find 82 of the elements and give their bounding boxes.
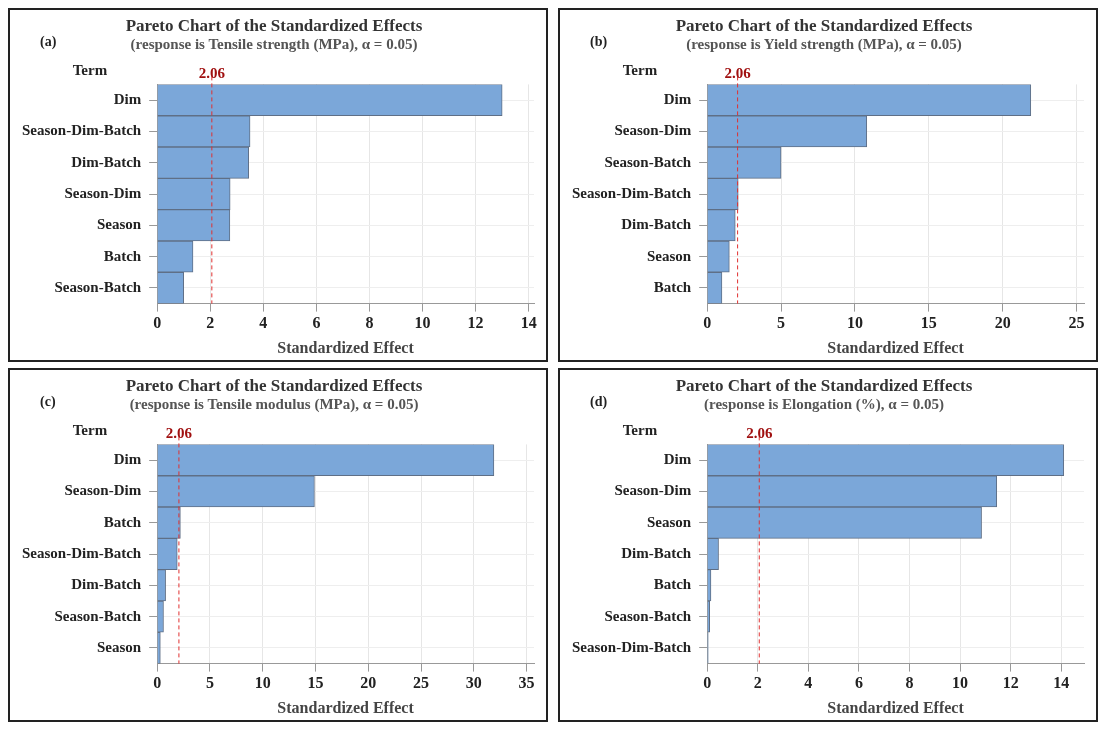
x-tick-label: 15 [920,314,937,332]
y-tick-label: Season-Dim-Batch [21,122,142,139]
x-tick-label: 2 [753,674,762,692]
y-tick-label: Season-Dim-Batch [571,638,692,655]
y-tick-label: Season-Batch [54,607,142,624]
y-tick-label: Season-Dim [614,122,692,139]
text: (a) [40,34,57,50]
x-tick-label: 14 [1053,674,1070,692]
chart-title: Pareto Chart of the Standardized Effects [675,15,973,35]
chart-subtitle: (response is Tensile strength (MPa), α = 0.05) [130,36,418,54]
y-tick-label: Batch [653,576,692,593]
x-tick-label: 5 [777,314,786,332]
x-axis-title: Standardized Effect [827,698,965,716]
x-tick-label: 10 [414,314,431,332]
x-axis-title: Standardized Effect [827,338,965,356]
y-tick-label: Dim [113,90,142,107]
x-tick-label: 0 [153,314,162,332]
y-axis-title: Term [622,421,658,438]
y-tick-label: Season [646,513,692,530]
x-tick-label: 25 [1068,314,1085,332]
x-axis-title: Standardized Effect [277,698,415,716]
y-tick-label: Batch [103,513,142,530]
x-tick-label: 12 [1002,674,1019,692]
ref-line-label: 2.06 [165,424,193,441]
y-tick-label: Season-Batch [604,153,692,170]
y-tick-label: Dim [663,450,692,467]
y-axis-title: Term [622,61,658,78]
y-tick-label: Season-Batch [54,278,142,295]
x-tick-label: 20 [360,674,377,692]
text: (b) [590,34,608,50]
x-tick-label: 35 [518,674,535,692]
y-tick-label: Season-Dim-Batch [571,184,692,201]
x-tick-label: 15 [307,674,324,692]
y-axis-title: Term [72,421,108,438]
x-tick-label: 4 [259,314,268,332]
x-tick-label: 12 [467,314,484,332]
chart-title: Pareto Chart of the Standardized Effects [125,15,423,35]
y-tick-label: Dim-Batch [621,544,692,561]
x-tick-label: 10 [952,674,969,692]
x-tick-label: 14 [520,314,537,332]
y-tick-label: Season [96,638,142,655]
y-tick-label: Dim-Batch [621,216,692,233]
x-tick-label: 4 [804,674,813,692]
x-tick-label: 0 [703,674,712,692]
y-tick-label: Dim-Batch [71,153,142,170]
ref-line-label: 2.06 [746,424,773,441]
x-tick-label: 25 [413,674,430,692]
x-tick-label: 5 [205,674,214,692]
text: (c) [40,394,56,410]
x-tick-label: 20 [994,314,1011,332]
chart-title: Pareto Chart of the Standardized Effects [675,375,973,395]
x-tick-label: 8 [365,314,374,332]
y-tick-label: Batch [103,247,142,264]
y-tick-label: Season-Dim [64,482,142,499]
y-tick-label: Season-Dim [614,482,692,499]
x-tick-label: 0 [703,314,712,332]
ref-line-label: 2.06 [198,64,226,81]
y-tick-label: Season [646,247,692,264]
y-tick-label: Season [96,216,142,233]
x-tick-label: 30 [465,674,482,692]
x-tick-label: 8 [905,674,914,692]
y-tick-label: Dim [663,90,692,107]
chart-title: Pareto Chart of the Standardized Effects [125,375,423,395]
y-tick-label: Season-Batch [604,607,692,624]
ref-line-label: 2.06 [724,64,752,81]
y-tick-label: Dim-Batch [71,576,142,593]
x-tick-label: 0 [153,674,162,692]
chart-subtitle: (response is Tensile modulus (MPa), α = 0.05) [129,396,419,414]
y-tick-label: Batch [653,278,692,295]
y-axis-title: Term [72,61,108,78]
y-tick-label: Season-Dim [64,184,142,201]
x-axis-title: Standardized Effect [277,338,415,356]
chart-subtitle: (response is Yield strength (MPa), α = 0.05) [686,36,962,54]
y-tick-label: Season-Dim-Batch [21,544,142,561]
x-tick-label: 2 [206,314,215,332]
x-tick-label: 6 [312,314,321,332]
chart-subtitle: (response is Elongation (%), α = 0.05) [704,396,944,414]
x-tick-label: 10 [254,674,271,692]
x-tick-label: 10 [846,314,863,332]
text: (d) [590,394,608,410]
y-tick-label: Dim [113,450,142,467]
x-tick-label: 6 [854,674,863,692]
